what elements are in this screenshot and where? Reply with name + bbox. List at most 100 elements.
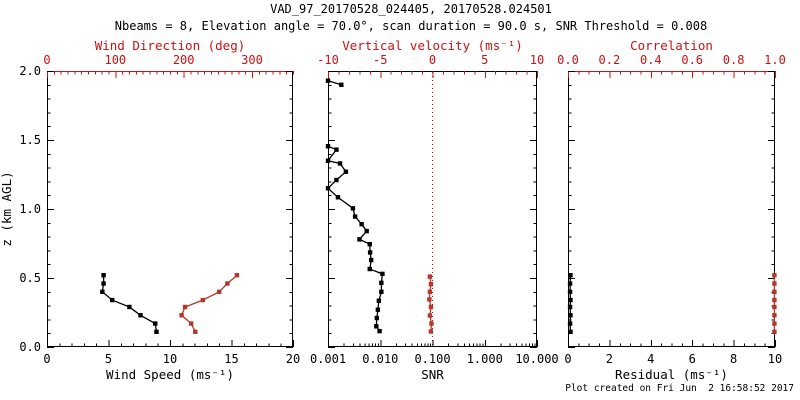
snr-marker	[380, 271, 385, 277]
bottom-tick-label: 10	[768, 352, 782, 366]
top-tick-label: 0	[429, 53, 436, 67]
correlation-marker	[772, 289, 777, 294]
vertical-velocity-marker	[428, 329, 434, 334]
residual-marker	[568, 273, 573, 278]
bottom-tick-label: 0	[564, 352, 571, 366]
y-tick-label: 0.5	[19, 271, 41, 285]
top-tick-label: 300	[241, 53, 263, 67]
wind-speed-marker	[109, 297, 115, 303]
snr-marker	[376, 298, 382, 303]
bottom-tick-label: 20	[286, 352, 300, 366]
vertical-velocity-marker	[427, 297, 432, 302]
residual-marker	[568, 329, 573, 335]
bottom-tick-label: 4	[647, 352, 654, 366]
snr-marker	[325, 186, 331, 191]
wind-speed-marker	[101, 281, 106, 286]
snr-marker	[334, 147, 339, 152]
bottom-axis-label: SNR	[421, 367, 444, 382]
snr-marker	[339, 82, 344, 87]
vertical-velocity-marker	[427, 289, 433, 294]
y-tick-label: 1.0	[19, 202, 41, 216]
panel-snr: 0.001 0.010 0.100 1.000 10.000 SNR -10 -5 0 5 10 Ve…	[310, 38, 559, 382]
top-axis-label: Wind Direction (deg)	[95, 38, 246, 53]
wind-speed-marker	[154, 329, 159, 335]
vertical-velocity-marker	[429, 321, 434, 326]
top-tick-label: 0	[43, 53, 50, 67]
wind-direction-marker	[182, 304, 188, 310]
snr-marker	[325, 158, 331, 163]
snr-marker	[325, 144, 331, 149]
snr-marker	[325, 78, 331, 83]
top-tick-label: -10	[317, 53, 339, 67]
bottom-tick-label: 5	[105, 352, 112, 366]
top-axis-label: Vertical velocity (ms⁻¹)	[342, 38, 523, 53]
correlation-marker	[772, 281, 777, 286]
correlation-marker	[772, 304, 777, 310]
y-axis-label: z (km AGL)	[0, 171, 14, 246]
snr-marker	[357, 237, 362, 242]
wind-direction-marker	[225, 281, 230, 286]
wind-direction-marker	[200, 297, 205, 303]
plot-created-timestamp: Plot created on Fri Jun 2 16:58:52 2017	[565, 383, 794, 394]
top-tick-label: 200	[173, 53, 195, 67]
residual-marker	[567, 281, 573, 286]
snr-marker	[335, 195, 341, 200]
correlation-marker	[772, 321, 777, 326]
bottom-tick-label: 10.000	[515, 352, 558, 366]
residual-marker	[567, 289, 573, 294]
snr-marker	[352, 214, 358, 219]
wind-direction-marker	[188, 321, 194, 326]
snr-marker	[359, 221, 364, 227]
snr-marker	[364, 228, 369, 234]
snr-line	[327, 80, 342, 86]
snr-line	[326, 145, 384, 332]
panel-residual: 0 2 4 6 8 10 Residual (ms⁻¹) 0.0 0.2 0.4 0.6 0.8 1.0…	[557, 38, 786, 382]
bottom-tick-label: 8	[730, 352, 737, 366]
top-tick-label: -5	[373, 53, 387, 67]
residual-marker	[568, 313, 573, 318]
snr-marker	[367, 266, 372, 272]
top-tick-label: 1.0	[764, 53, 786, 67]
vertical-velocity-marker	[427, 313, 433, 318]
top-tick-label: 0.4	[640, 53, 662, 67]
top-tick-label: 100	[104, 53, 126, 67]
bottom-tick-label: 10	[163, 352, 177, 366]
residual-marker	[567, 304, 573, 310]
series-wind-speed	[100, 273, 159, 335]
wind-speed-line	[101, 275, 158, 332]
series-wind-direction	[179, 273, 240, 335]
series-vertical-velocity	[427, 274, 434, 334]
correlation-marker	[772, 297, 777, 303]
wind-speed-marker	[153, 321, 158, 326]
top-tick-label: 0.0	[557, 53, 579, 67]
snr-marker	[367, 241, 372, 247]
snr-marker	[334, 177, 339, 183]
correlation-marker	[772, 273, 777, 278]
bottom-tick-label: 15	[224, 352, 238, 366]
correlation-marker	[772, 329, 777, 335]
wind-direction-marker	[179, 313, 184, 318]
snr-marker	[374, 315, 380, 321]
plot-frame	[47, 71, 293, 347]
top-tick-label: 5	[481, 53, 488, 67]
top-axis-label: Correlation	[630, 38, 713, 53]
snr-marker	[375, 307, 381, 312]
bottom-tick-label: 6	[689, 352, 696, 366]
top-tick-label: 10	[530, 53, 544, 67]
residual-marker	[567, 321, 573, 326]
bottom-axis-label: Residual (ms⁻¹)	[615, 367, 728, 382]
wind-speed-marker	[100, 289, 105, 294]
snr-marker	[350, 206, 356, 211]
top-tick-label: 0.2	[599, 53, 621, 67]
correlation-marker	[772, 313, 777, 318]
bottom-tick-label: 0	[43, 352, 50, 366]
series-snr	[325, 78, 385, 334]
residual-marker	[568, 297, 573, 303]
top-tick-label: 0.6	[681, 53, 703, 67]
top-tick-label: 0.8	[723, 53, 745, 67]
wind-direction-marker	[234, 273, 240, 278]
wind-speed-marker	[138, 313, 143, 318]
snr-marker	[368, 257, 374, 263]
wind-speed-marker	[127, 304, 132, 310]
